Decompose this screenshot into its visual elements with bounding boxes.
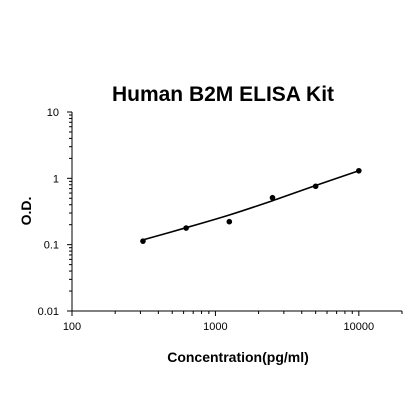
data-point [356,167,362,174]
fit-curve [142,170,360,241]
y-tick-label: 0.01 [38,306,59,318]
y-tick-label: 10 [47,107,59,119]
data-points [140,167,362,244]
y-tick-label: 0.1 [44,240,59,252]
data-point [269,194,276,201]
fit-curve-group [142,170,360,241]
data-point [226,218,233,225]
chart-title: Human B2M ELISA Kit [112,83,334,106]
ticks: 0.01 0.1 1 10 100 1000 10000 [38,107,403,333]
axes [71,112,402,312]
y-tick-label: 1 [53,173,59,185]
x-tick-label: 10000 [344,321,375,333]
data-point [140,238,146,244]
data-point [183,225,189,231]
x-tick-label: 1000 [203,321,227,333]
data-point [312,183,319,190]
y-axis-label: O.D. [18,197,34,226]
x-axis-label: Concentration(pg/ml) [167,349,309,365]
x-tick-label: 100 [63,321,81,333]
